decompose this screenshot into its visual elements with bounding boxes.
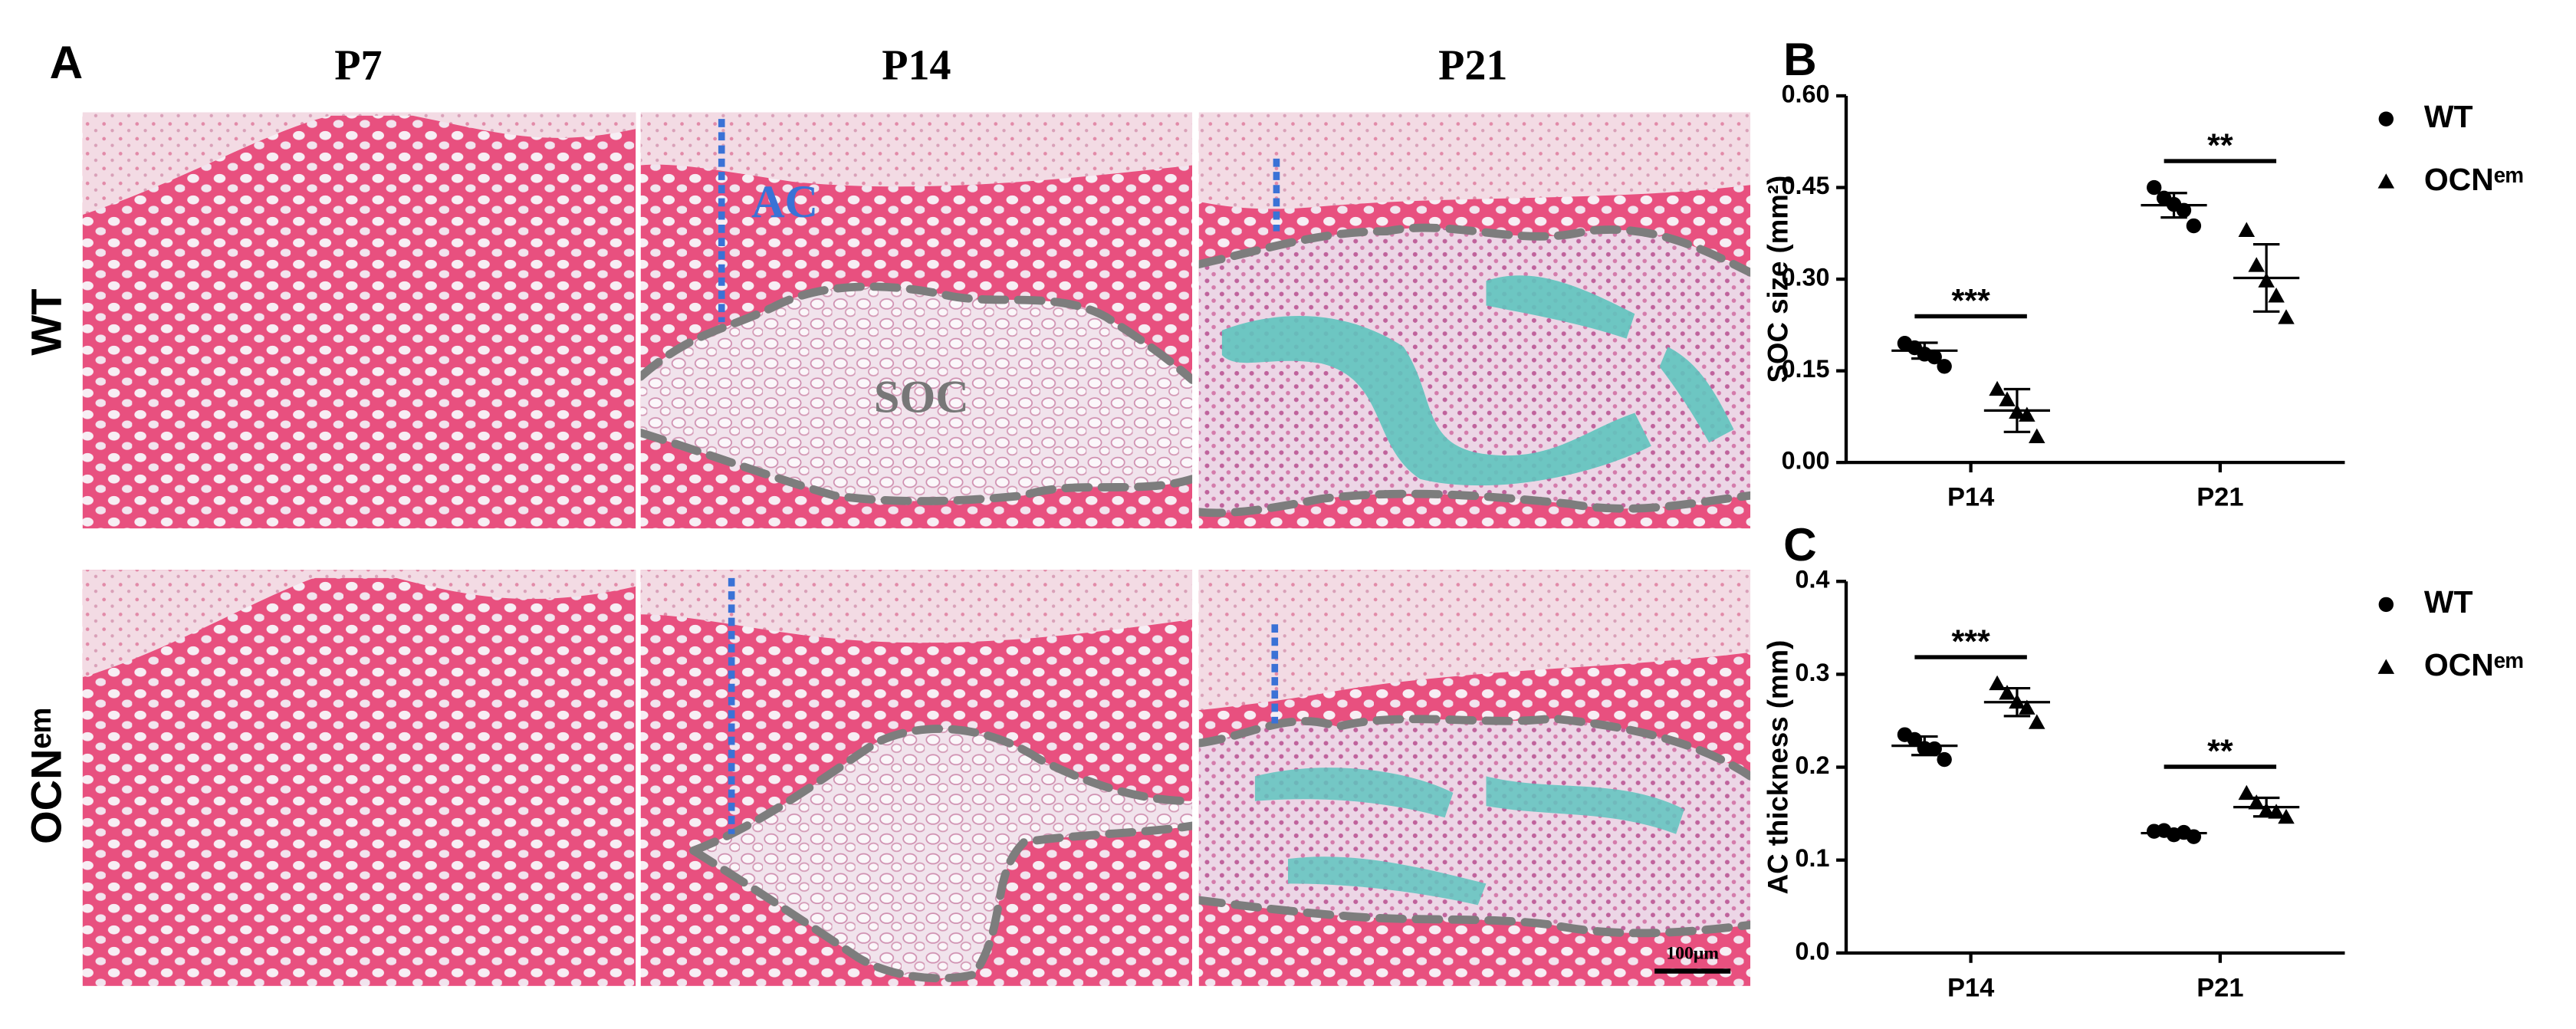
column-header: P7 [334,41,382,89]
articular-surface [82,112,636,215]
data-point [1999,391,2016,406]
legend-label: WT [2424,99,2473,134]
data-point [2248,257,2265,272]
y-tick-label: 0.0 [1796,937,1830,965]
data-point [2248,794,2265,810]
y-tick-label: 0.45 [1782,172,1830,199]
soc-outline [689,725,1193,855]
y-tick-label: 0.30 [1782,264,1830,291]
panel-label: A [50,36,84,88]
data-point [2147,179,2162,196]
legend-marker [2378,597,2394,613]
data-point [1989,675,2006,691]
soc-outline [1198,714,1751,781]
column-header: P21 [1438,41,1507,89]
data-point [2029,714,2045,729]
legend-marker [2377,659,2395,674]
y-tick-label: 0.60 [1782,81,1830,108]
data-point [2019,699,2036,715]
data-point [1999,685,2016,700]
scale-bar-label: 100μm [1666,943,1719,963]
data-point [2278,309,2295,324]
soc-outline [1198,896,1751,938]
y-axis-label: AC thickness (mm) [1763,640,1794,895]
articular-surface [1198,570,1751,711]
articular-surface [1198,112,1751,209]
data-point [2186,829,2202,844]
soc-outline [1198,489,1751,518]
data-point [1937,751,1952,768]
histology-image [1198,112,1751,529]
histology-image [1198,570,1751,986]
panel-label: C [1783,518,1817,570]
articular-surface [640,570,1193,643]
panel-label: B [1783,33,1817,85]
data-point [1937,359,1952,374]
bone-trabeculae [1254,768,1684,906]
significance-label: ** [2207,733,2233,770]
data-point [2019,406,2036,422]
soc-outline [689,821,1193,983]
ac-label: AC [751,176,818,228]
histology-image [82,570,636,986]
y-tick-label: 0.3 [1796,659,1830,686]
histology-image [640,112,1193,529]
legend-marker [2378,111,2394,127]
data-point [2278,808,2295,824]
x-tick-label: P14 [1947,483,1994,512]
data-point [1989,380,2006,396]
x-tick-label: P21 [2196,973,2243,1002]
y-tick-label: 0.4 [1796,566,1830,593]
data-point [2029,428,2045,444]
significance-label: *** [1951,623,1990,660]
tissue [82,112,636,529]
legend-label: WT [2424,584,2473,620]
legend-marker [2377,173,2395,189]
soc-region [640,286,1193,501]
row-label: OCNᵉᵐ [21,708,70,844]
soc-outline [640,429,1193,505]
y-tick-label: 0.15 [1782,355,1830,383]
y-tick-label: 0.2 [1796,751,1830,779]
data-point [2238,222,2256,237]
y-tick-label: 0.00 [1782,447,1830,475]
soc-outline [1198,223,1751,277]
histology-image [82,112,636,529]
data-point [2176,202,2192,218]
histology-image [640,570,1193,986]
row-label: WT [21,289,70,356]
x-tick-label: P21 [2196,483,2243,512]
significance-label: ** [2207,127,2233,164]
x-tick-label: P14 [1947,973,1994,1002]
articular-surface [82,570,636,678]
y-axis-label: SOC size (mm²) [1763,176,1794,383]
data-point [2186,218,2202,234]
column-header: P14 [882,41,951,89]
legend-label: OCNᵉᵐ [2424,162,2523,197]
data-point [2238,784,2256,801]
legend-label: OCNᵉᵐ [2424,647,2523,682]
soc-label: SOC [874,371,969,422]
soc-outline [640,282,1193,384]
soc-region [693,728,1193,978]
significance-label: *** [1951,283,1990,320]
data-point [1927,349,1942,365]
articular-surface [640,112,1193,187]
data-point [2268,288,2285,303]
data-point [2268,804,2285,819]
bone-trabeculae [1221,275,1734,486]
y-tick-label: 0.1 [1796,844,1830,872]
